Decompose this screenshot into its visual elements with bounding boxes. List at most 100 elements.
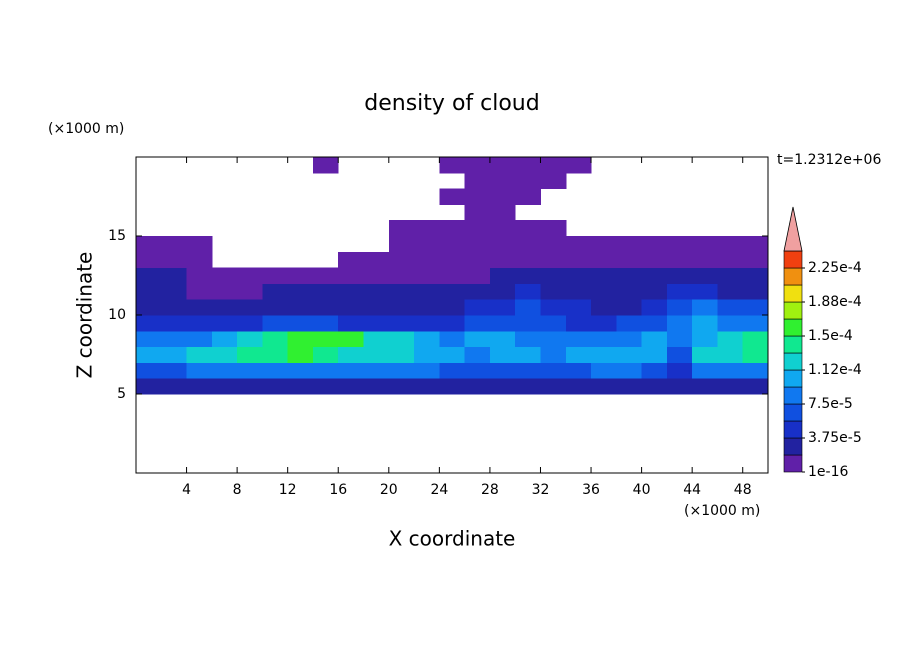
contour-cell bbox=[211, 378, 238, 395]
x-tick-label: 32 bbox=[532, 482, 550, 498]
contour-cell bbox=[692, 362, 718, 379]
contour-cell bbox=[565, 299, 592, 316]
contour-cell bbox=[186, 362, 213, 379]
contour-cell bbox=[161, 330, 188, 348]
contour-cell bbox=[565, 157, 592, 174]
contour-cell bbox=[237, 299, 263, 316]
contour-cell bbox=[363, 315, 390, 332]
colorbar-label: 3.75e-5 bbox=[808, 430, 862, 446]
contour-cell bbox=[287, 299, 314, 316]
contour-cell bbox=[388, 299, 415, 316]
contour-cell bbox=[565, 346, 592, 363]
contour-cell bbox=[641, 346, 668, 363]
contour-cell bbox=[136, 283, 162, 300]
contour-cell bbox=[388, 283, 415, 300]
x-tick-label: 20 bbox=[380, 482, 398, 498]
contour-cell bbox=[616, 315, 643, 332]
contour-cell bbox=[161, 251, 188, 269]
contour-cell bbox=[515, 236, 541, 253]
contour-cell bbox=[641, 236, 668, 253]
y-tick-label: 5 bbox=[117, 386, 126, 402]
colorbar-box bbox=[783, 454, 803, 473]
contour-cell bbox=[515, 315, 541, 332]
colorbar-label: 7.5e-5 bbox=[808, 396, 853, 412]
contour-cell bbox=[616, 236, 643, 253]
contour-cell bbox=[489, 267, 516, 284]
x-tick-label: 12 bbox=[279, 482, 297, 498]
contour-cell bbox=[616, 378, 643, 395]
contour-cell bbox=[464, 157, 491, 174]
contour-cell bbox=[161, 346, 188, 363]
contour-cell bbox=[262, 299, 289, 316]
colorbar-box bbox=[783, 335, 803, 354]
contour-cell bbox=[692, 267, 718, 284]
colorbar-box bbox=[783, 267, 803, 286]
colorbar-box bbox=[783, 352, 803, 371]
contour-cell bbox=[692, 330, 718, 348]
contour-cell bbox=[439, 299, 466, 316]
contour-cell bbox=[439, 157, 466, 174]
contour-cell bbox=[717, 299, 744, 316]
contour-cell bbox=[338, 283, 365, 300]
contour-cell bbox=[414, 378, 440, 395]
contour-cell bbox=[717, 346, 744, 363]
contour-cell bbox=[262, 378, 289, 395]
contour-cell bbox=[515, 346, 541, 363]
contour-cell bbox=[414, 330, 440, 348]
contour-cell bbox=[489, 204, 516, 221]
contour-cell bbox=[540, 315, 567, 332]
contour-cell bbox=[363, 346, 390, 363]
contour-cell bbox=[439, 267, 466, 284]
contour-cell bbox=[666, 267, 693, 284]
contour-cell bbox=[287, 267, 314, 284]
contour-cell bbox=[540, 251, 567, 269]
x-tick-label: 40 bbox=[633, 482, 651, 498]
contour-cell bbox=[388, 267, 415, 284]
colorbar-box bbox=[783, 386, 803, 405]
colorbar-label: 1e-16 bbox=[808, 464, 848, 480]
contour-cell bbox=[717, 283, 744, 300]
contour-cell bbox=[692, 299, 718, 316]
x-tick-label: 24 bbox=[430, 482, 448, 498]
contour-cell bbox=[237, 330, 263, 348]
contour-cell bbox=[312, 378, 339, 395]
contour-cell bbox=[464, 204, 491, 221]
contour-cell bbox=[388, 362, 415, 379]
contour-cell bbox=[515, 283, 541, 300]
contour-cell bbox=[464, 267, 491, 284]
contour-cell bbox=[439, 346, 466, 363]
contour-cell bbox=[388, 346, 415, 363]
contour-cell bbox=[262, 267, 289, 284]
x-axis-label: X coordinate bbox=[389, 527, 516, 551]
contour-cell bbox=[565, 378, 592, 395]
contour-cell bbox=[515, 267, 541, 284]
contour-cell bbox=[338, 362, 365, 379]
contour-cell bbox=[388, 378, 415, 395]
contour-cell bbox=[464, 172, 491, 190]
contour-cell bbox=[565, 330, 592, 348]
contour-cell bbox=[641, 362, 668, 379]
contour-cell bbox=[489, 220, 516, 237]
contour-cell bbox=[211, 267, 238, 284]
contour-cell bbox=[464, 251, 491, 269]
contour-cell bbox=[540, 299, 567, 316]
contour-cell bbox=[591, 236, 617, 253]
contour-cell bbox=[338, 378, 365, 395]
colorbar-extend bbox=[783, 206, 803, 252]
contour-cell bbox=[312, 362, 339, 379]
contour-cell bbox=[211, 362, 238, 379]
contour-cell bbox=[161, 283, 188, 300]
contour-cell bbox=[161, 236, 188, 253]
contour-cell bbox=[136, 378, 162, 395]
contour-cell bbox=[565, 267, 592, 284]
contour-cell bbox=[464, 299, 491, 316]
contour-cell bbox=[464, 188, 491, 205]
contour-cell bbox=[540, 330, 567, 348]
x-unit: (×1000 m) bbox=[684, 503, 760, 519]
contour-cell bbox=[565, 283, 592, 300]
time-annotation: t=1.2312e+06 bbox=[777, 152, 881, 168]
contour-cell bbox=[312, 267, 339, 284]
contour-cell bbox=[540, 267, 567, 284]
contour-cell bbox=[515, 378, 541, 395]
